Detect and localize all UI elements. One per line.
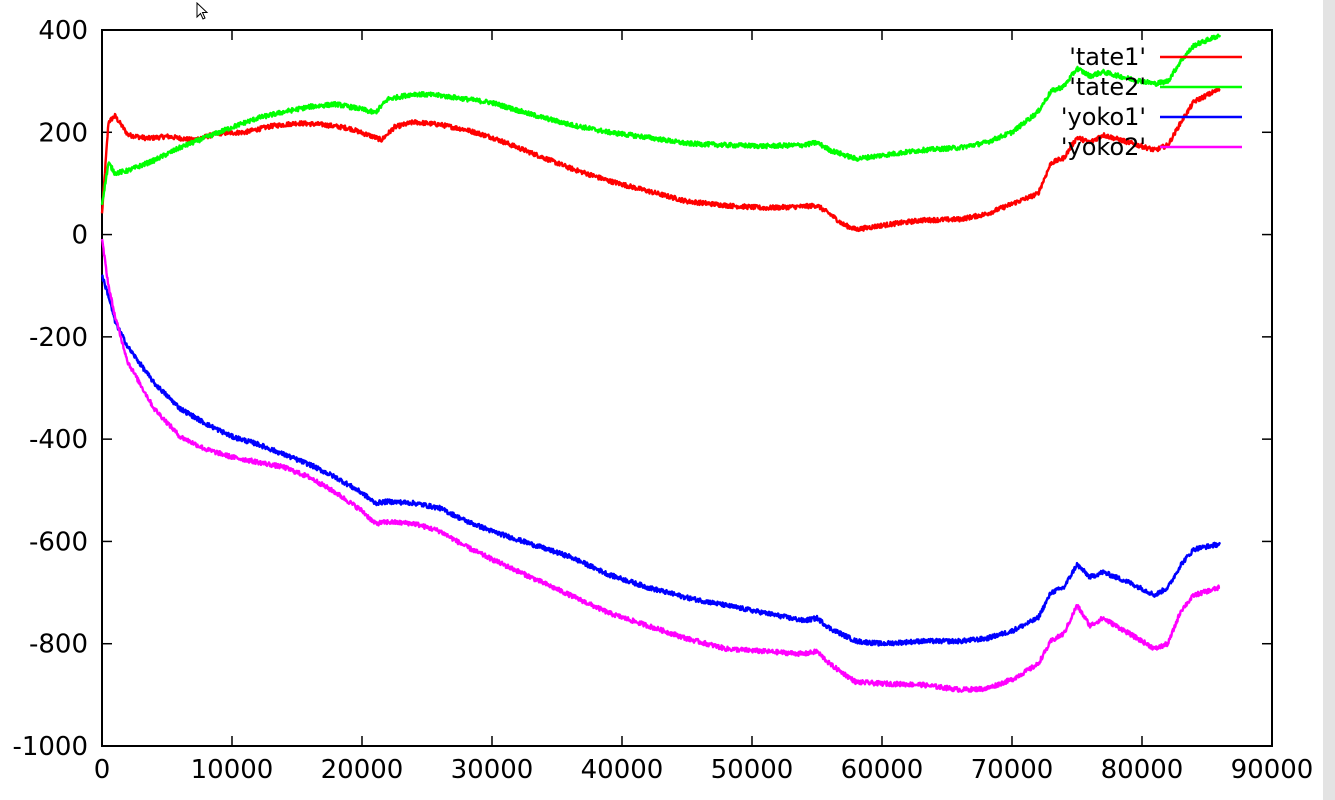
x-tick-label: 70000 <box>971 755 1054 785</box>
mouse-cursor-icon <box>196 2 209 20</box>
series-line-3 <box>100 238 1221 693</box>
y-tick-label: -1000 <box>12 732 88 762</box>
y-tick-label: -400 <box>29 425 88 455</box>
x-tick-label: 50000 <box>711 755 794 785</box>
x-tick-label: 90000 <box>1231 755 1314 785</box>
x-tick-label: 0 <box>94 755 111 785</box>
plot-frame <box>101 29 1273 747</box>
y-tick-label: -200 <box>29 323 88 353</box>
y-tick-label: -800 <box>29 630 88 660</box>
x-tick-label: 60000 <box>841 755 924 785</box>
legend-label: 'yoko2' <box>1061 133 1146 161</box>
x-tick-label: 20000 <box>321 755 404 785</box>
x-tick-label: 30000 <box>451 755 534 785</box>
series-line-0 <box>100 86 1221 233</box>
x-tick-label: 10000 <box>191 755 274 785</box>
legend: 'tate1''tate2''yoko1''yoko2' <box>1061 43 1242 161</box>
x-tick-label: 40000 <box>581 755 664 785</box>
series-line-1 <box>100 33 1222 206</box>
legend-label: 'tate2' <box>1069 73 1146 101</box>
series-line-2 <box>100 274 1222 647</box>
y-tick-label: -600 <box>29 527 88 557</box>
legend-label: 'tate1' <box>1069 43 1146 71</box>
legend-label: 'yoko1' <box>1061 103 1146 131</box>
y-tick-label: 400 <box>38 16 88 46</box>
series-lines <box>100 33 1222 693</box>
x-tick-label: 80000 <box>1101 755 1184 785</box>
y-tick-label: 200 <box>38 118 88 148</box>
y-tick-label: 0 <box>71 221 88 251</box>
axis-ticks: 0 10000 20000 30000 40000 50000 60000 70000 8000… <box>12 16 1313 785</box>
window-scrollbar-strip[interactable] <box>1323 0 1335 800</box>
